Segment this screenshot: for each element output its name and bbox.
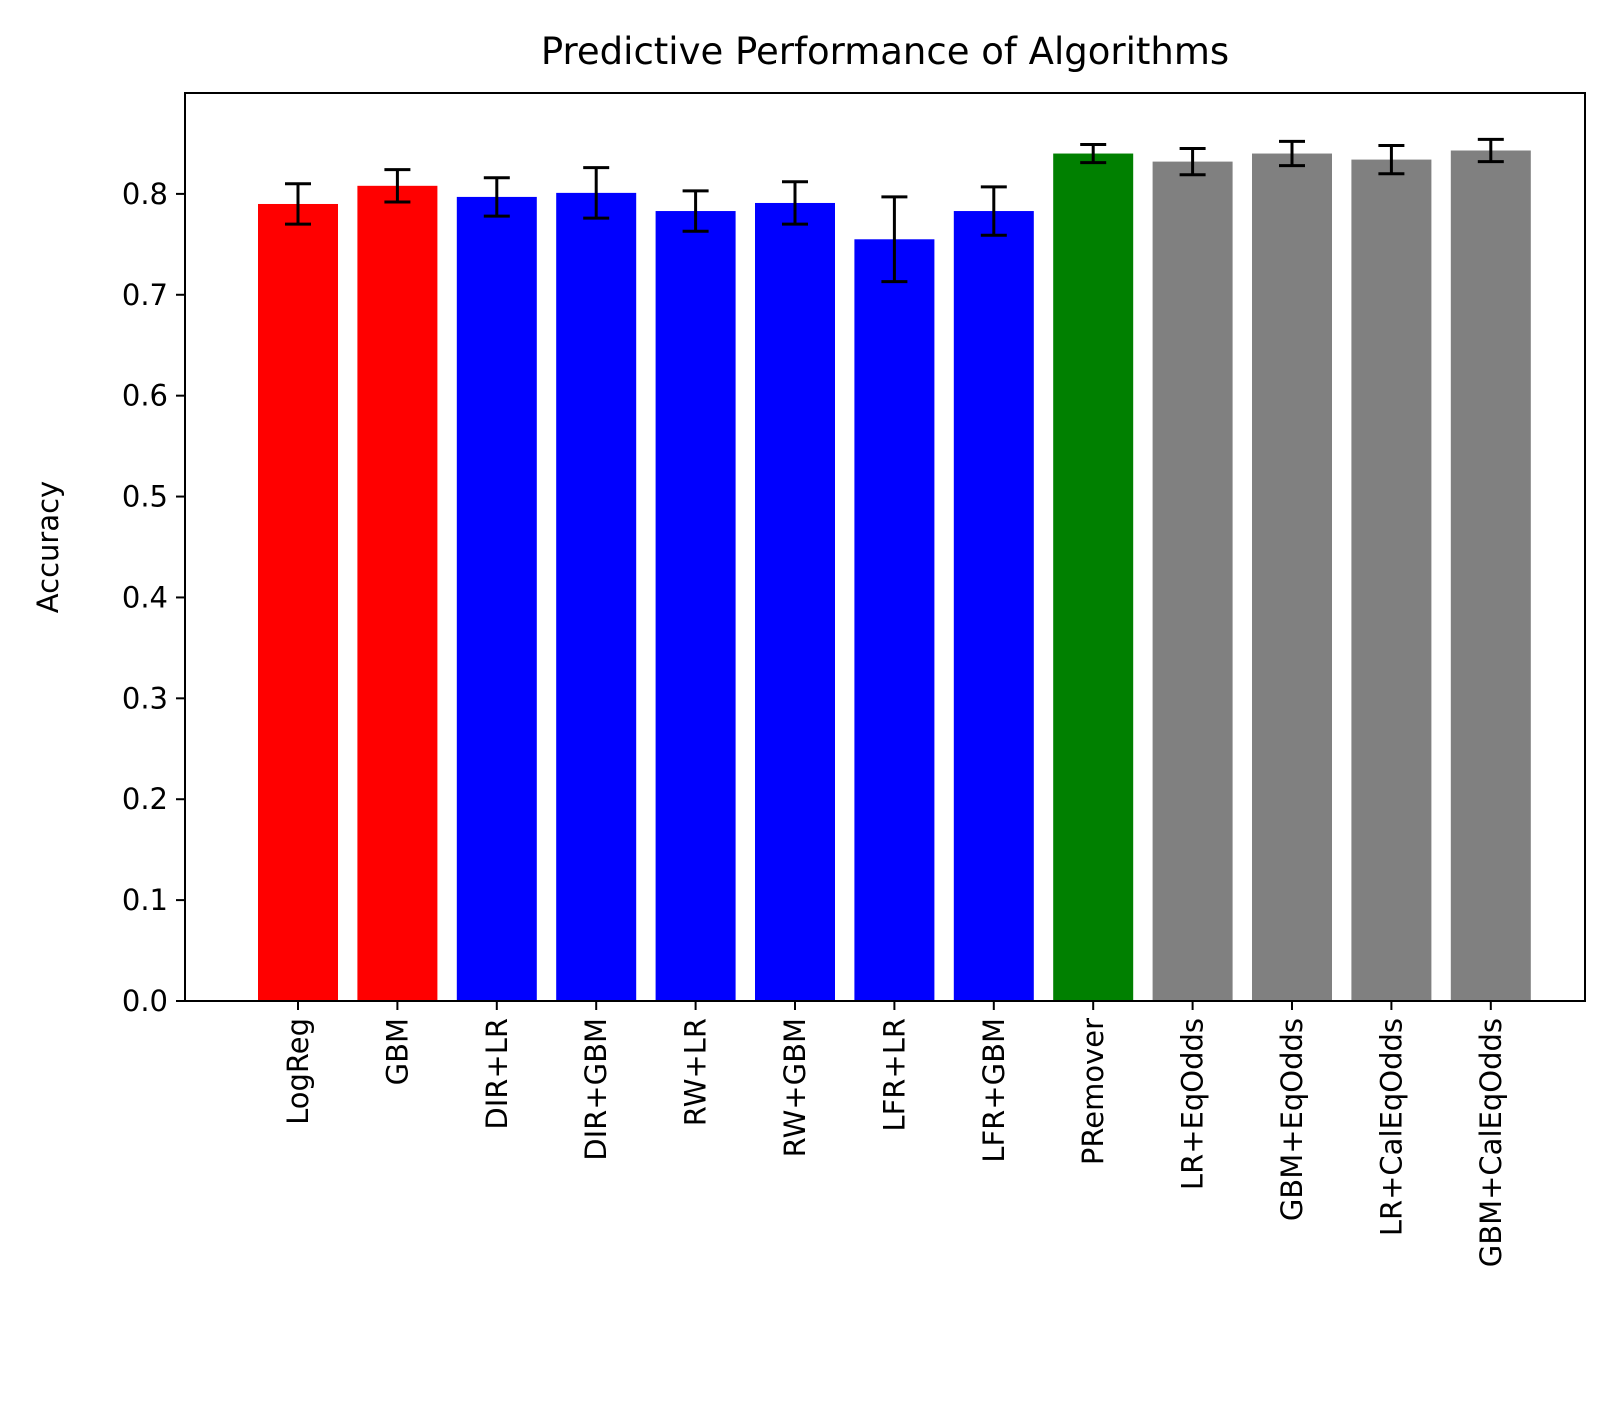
bar-GBM — [357, 185, 438, 1002]
bar-PRemover — [1053, 153, 1134, 1002]
y-tick-label: 0.6 — [122, 379, 168, 413]
bars — [258, 150, 1531, 1002]
y-tick-label: 0.3 — [122, 681, 168, 715]
error-bar-PRemover — [1080, 142, 1107, 165]
y-axis: 0.0 0.1 0.2 0.3 0.4 0.5 0.6 0.7 0.8 — [122, 177, 185, 1018]
error-bar-DIR+GBM — [583, 166, 610, 220]
x-tick-label: DIR+LR — [480, 1018, 514, 1130]
plot-area — [184, 92, 1586, 1002]
error-bar-LR+CalEqOdds — [1378, 143, 1405, 176]
y-axis-label: Accuracy — [31, 481, 65, 613]
error-bar-LFR+LR — [881, 195, 908, 284]
error-bar-GBM+CalEqOdds — [1477, 137, 1504, 164]
y-tick-label: 0.7 — [122, 278, 168, 312]
x-tick-label: GBM+CalEqOdds — [1474, 1018, 1508, 1267]
x-tick-label: LFR+GBM — [977, 1018, 1011, 1163]
axes-frame — [184, 92, 1586, 1002]
x-tick-label: DIR+GBM — [579, 1018, 613, 1161]
x-tick-label: GBM — [380, 1018, 414, 1085]
bar-GBM+EqOdds — [1252, 153, 1332, 1002]
error-bar-RW+LR — [682, 189, 709, 233]
error-bar-GBM — [384, 168, 411, 204]
y-tick-label: 0.8 — [122, 177, 168, 211]
x-tick-label: RW+GBM — [778, 1018, 812, 1157]
chart-title: Predictive Performance of Algorithms — [541, 30, 1229, 73]
bar-DIR+LR — [456, 196, 537, 1002]
y-tick-label: 0.5 — [122, 480, 168, 514]
x-tick-label: LR+CalEqOdds — [1374, 1018, 1408, 1236]
error-bar-GBM+EqOdds — [1279, 139, 1305, 168]
error-bar-LFR+GBM — [980, 185, 1007, 237]
x-tick-label: LFR+LR — [877, 1018, 911, 1132]
x-tick-label: RW+LR — [679, 1018, 713, 1126]
bar-LogReg — [258, 203, 338, 1001]
bar-LFR+GBM — [953, 211, 1034, 1002]
bar-RW+GBM — [755, 202, 835, 1002]
y-tick-label: 0.2 — [122, 782, 168, 816]
bar-LR+CalEqOdds — [1351, 159, 1432, 1001]
y-tick-label: 0.0 — [122, 984, 168, 1018]
x-axis: LogReg GBM DIR+LR DIR+GBM RW+LR RW+GBM LFR+LR L… — [281, 1001, 1508, 1267]
bar-LFR+LR — [854, 239, 935, 1002]
bar-LR+EqOdds — [1152, 161, 1233, 1002]
x-tick-label: GBM+EqOdds — [1275, 1018, 1309, 1221]
error-bar-LR+EqOdds — [1179, 146, 1206, 177]
y-tick-label: 0.1 — [122, 883, 168, 917]
bar-RW+LR — [655, 211, 736, 1002]
bar-DIR+GBM — [556, 192, 637, 1001]
x-tick-label: PRemover — [1076, 1018, 1110, 1165]
error-bar-RW+GBM — [782, 180, 808, 226]
x-tick-label: LogReg — [281, 1018, 315, 1125]
y-tick-label: 0.4 — [122, 580, 168, 614]
error-bar-LogReg — [285, 182, 311, 226]
error-bar-DIR+LR — [483, 176, 510, 218]
x-tick-label: LR+EqOdds — [1176, 1018, 1210, 1190]
error-bars — [285, 137, 1504, 284]
bar-GBM+CalEqOdds — [1450, 150, 1531, 1002]
